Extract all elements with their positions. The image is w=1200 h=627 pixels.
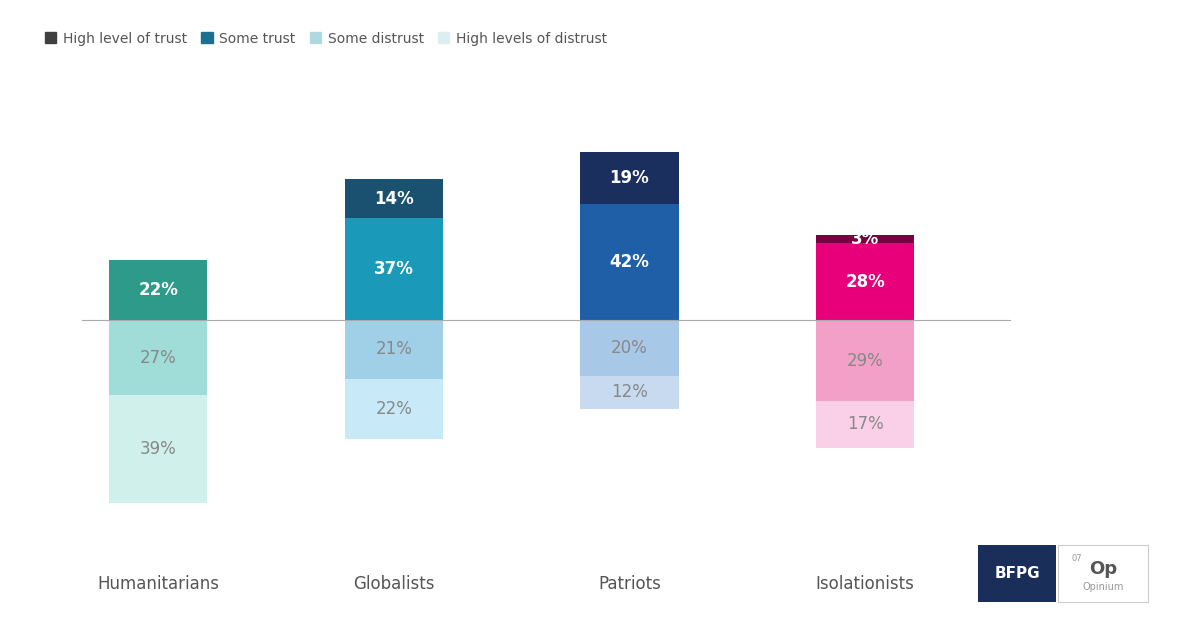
Text: 39%: 39% xyxy=(140,440,176,458)
Bar xyxy=(344,379,443,440)
Text: BFPG: BFPG xyxy=(994,566,1040,581)
Text: 22%: 22% xyxy=(376,400,413,418)
Text: Opinium: Opinium xyxy=(1082,582,1124,592)
Bar xyxy=(109,395,208,503)
Text: 37%: 37% xyxy=(374,260,414,278)
Bar xyxy=(344,320,443,379)
Bar xyxy=(581,152,678,204)
Text: Op: Op xyxy=(1090,560,1117,578)
Bar xyxy=(109,260,208,320)
Text: 29%: 29% xyxy=(847,352,883,369)
Legend: High level of trust, Some trust, Some distrust, High levels of distrust: High level of trust, Some trust, Some di… xyxy=(46,31,607,46)
Text: 12%: 12% xyxy=(611,383,648,401)
Text: 19%: 19% xyxy=(610,169,649,187)
Text: 21%: 21% xyxy=(376,340,413,359)
Bar xyxy=(581,376,678,409)
Bar xyxy=(816,243,914,320)
Bar xyxy=(816,234,914,243)
Bar xyxy=(344,218,443,320)
Bar xyxy=(816,401,914,448)
Text: 42%: 42% xyxy=(610,253,649,271)
Text: 3%: 3% xyxy=(851,229,880,248)
Bar xyxy=(344,179,443,218)
Text: 14%: 14% xyxy=(374,189,414,208)
Text: 28%: 28% xyxy=(845,273,884,291)
Text: 17%: 17% xyxy=(847,415,883,433)
Text: 27%: 27% xyxy=(140,349,176,367)
Text: 22%: 22% xyxy=(138,281,178,299)
Bar xyxy=(581,320,678,376)
Text: 07: 07 xyxy=(1072,554,1082,563)
Text: 20%: 20% xyxy=(611,339,648,357)
Bar xyxy=(581,204,678,320)
Bar xyxy=(816,320,914,401)
Bar xyxy=(109,320,208,395)
